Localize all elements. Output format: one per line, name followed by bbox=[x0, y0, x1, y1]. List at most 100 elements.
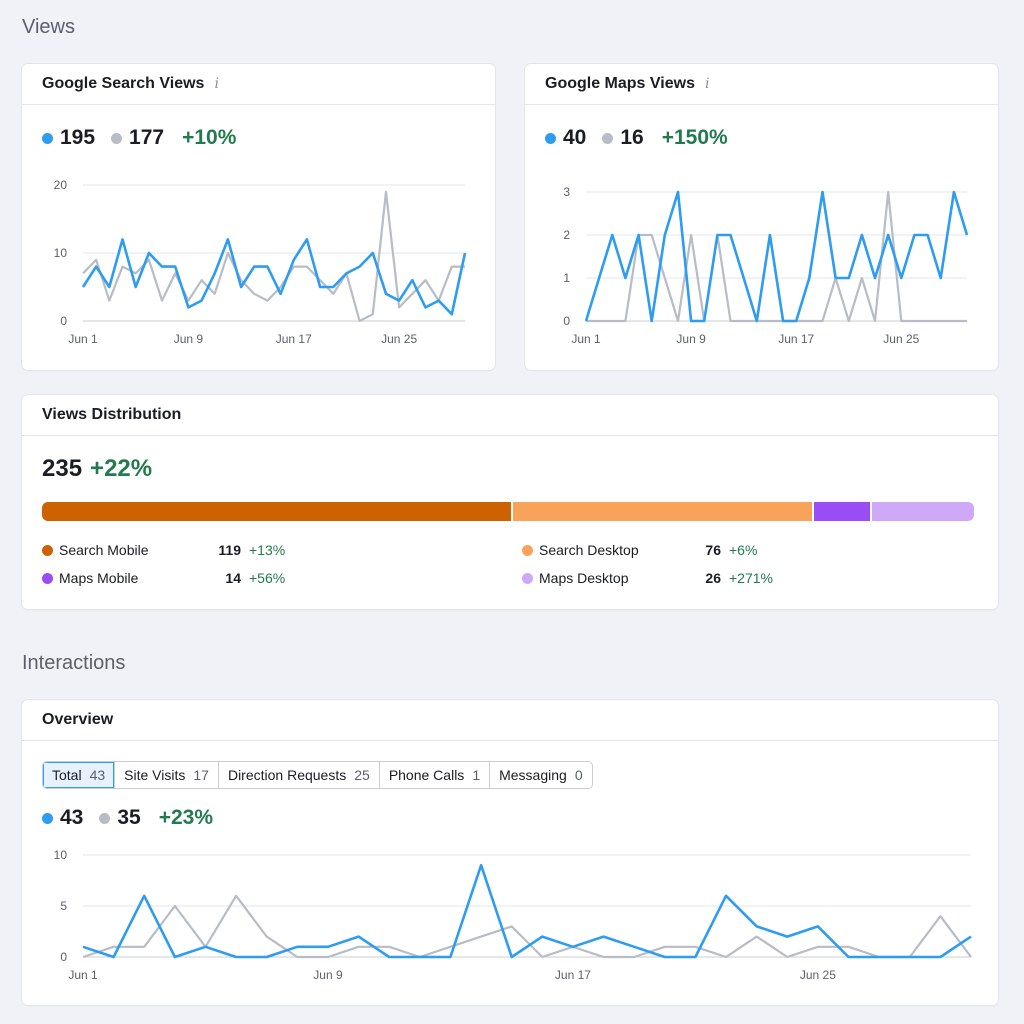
distribution-total: 235 +22% bbox=[42, 455, 152, 483]
y-tick-label: 0 bbox=[563, 314, 570, 328]
change-percent: +10% bbox=[182, 126, 237, 149]
y-tick-label: 1 bbox=[563, 271, 570, 285]
legend-name: Maps Desktop bbox=[539, 570, 629, 586]
tab-direction-requests[interactable]: Direction Requests 25 bbox=[218, 762, 380, 788]
maps-summary: 40 16 +150% bbox=[545, 126, 728, 150]
current-value: 195 bbox=[60, 126, 96, 149]
info-icon[interactable]: i bbox=[214, 76, 219, 92]
distribution-segment-maps-desktop[interactable] bbox=[871, 502, 974, 521]
x-tick-label: Jun 17 bbox=[778, 332, 814, 346]
legend-name: Search Desktop bbox=[539, 542, 639, 558]
previous-period-line[interactable] bbox=[586, 190, 967, 323]
legend-dot bbox=[522, 572, 533, 584]
interactions-section-title: Interactions bbox=[22, 652, 126, 674]
legend-name: Maps Mobile bbox=[59, 570, 139, 586]
legend-delta: +13% bbox=[249, 542, 286, 558]
tab-label: Messaging bbox=[499, 767, 567, 783]
tab-messaging[interactable]: Messaging 0 bbox=[490, 762, 592, 788]
tab-label: Phone Calls bbox=[388, 767, 465, 783]
tab-count: 0 bbox=[574, 767, 583, 783]
current-period-dot bbox=[42, 812, 53, 824]
current-period-line[interactable] bbox=[82, 863, 972, 959]
current-period-dot bbox=[42, 132, 53, 144]
card-title: Overview bbox=[42, 711, 114, 728]
legend-maps-mobile[interactable]: Maps Mobile 14 +56% bbox=[42, 570, 285, 586]
tab-total[interactable]: Total 43 bbox=[43, 762, 116, 788]
legend-delta: +56% bbox=[249, 570, 286, 586]
legend-dot bbox=[522, 544, 533, 556]
x-tick-label: Jun 25 bbox=[381, 332, 417, 346]
overview-summary: 43 35 +23% bbox=[42, 806, 213, 830]
x-tick-label: Jun 1 bbox=[68, 332, 98, 346]
y-tick-label: 0 bbox=[60, 314, 67, 328]
card-title: Views Distribution bbox=[42, 406, 182, 423]
views-section-title: Views bbox=[22, 16, 75, 38]
x-tick-label: Jun 9 bbox=[174, 332, 204, 346]
y-tick-label: 3 bbox=[563, 185, 570, 199]
total-value: 235 bbox=[42, 455, 83, 482]
current-value: 43 bbox=[60, 806, 84, 829]
current-period-line[interactable] bbox=[81, 238, 467, 316]
change-percent: +23% bbox=[158, 806, 214, 829]
current-value: 40 bbox=[563, 126, 587, 149]
previous-period-dot bbox=[111, 132, 123, 144]
legend-maps-desktop[interactable]: Maps Desktop 26 +271% bbox=[522, 570, 773, 586]
google-maps-views-card: Google Maps Views i 40 16 +150% 0 1 2 3 Jun … bbox=[525, 64, 998, 370]
tab-count: 17 bbox=[193, 767, 209, 783]
y-tick-label: 10 bbox=[54, 848, 68, 862]
tab-count: 43 bbox=[89, 767, 106, 783]
search-summary: 195 177 +10% bbox=[42, 126, 236, 150]
x-tick-label: Jun 25 bbox=[883, 332, 919, 346]
y-tick-label: 10 bbox=[54, 246, 68, 260]
card-header: Overview bbox=[22, 700, 998, 741]
tab-label: Site Visits bbox=[124, 767, 186, 783]
legend-value: 119 bbox=[218, 542, 241, 558]
search-views-chart[interactable]: 0 10 20 Jun 1 Jun 9 Jun 17 Jun 25 bbox=[22, 64, 495, 370]
tab-site-visits[interactable]: Site Visits 17 bbox=[115, 762, 219, 788]
distribution-segment-search-desktop[interactable] bbox=[512, 502, 813, 521]
x-tick-label: Jun 9 bbox=[313, 968, 343, 982]
legend-search-desktop[interactable]: Search Desktop 76 +6% bbox=[522, 542, 757, 558]
tab-phone-calls[interactable]: Phone Calls 1 bbox=[379, 762, 491, 788]
distribution-segment-maps-mobile[interactable] bbox=[814, 502, 870, 521]
current-period-line[interactable] bbox=[584, 190, 969, 323]
card-header: Google Maps Views i bbox=[525, 64, 998, 105]
tab-count: 25 bbox=[354, 767, 370, 783]
distribution-segment-search-mobile[interactable] bbox=[42, 502, 511, 521]
change-percent: +22% bbox=[90, 455, 153, 482]
views-distribution-card: Views Distribution 235 +22% Search Mobil… bbox=[22, 395, 998, 609]
previous-period-line[interactable] bbox=[82, 894, 972, 959]
tab-label: Direction Requests bbox=[227, 767, 347, 783]
google-search-views-card: Google Search Views i 195 177 +10% 0 10 20… bbox=[22, 64, 495, 370]
current-period-dot bbox=[545, 132, 556, 144]
y-tick-label: 2 bbox=[563, 228, 570, 242]
previous-period-dot bbox=[99, 812, 111, 824]
x-tick-label: Jun 9 bbox=[676, 332, 706, 346]
legend-delta: +271% bbox=[729, 570, 773, 586]
previous-value: 35 bbox=[117, 806, 141, 829]
previous-period-line[interactable] bbox=[82, 190, 465, 323]
previous-period-dot bbox=[602, 132, 614, 144]
legend-value: 14 bbox=[225, 570, 241, 586]
y-tick-label: 0 bbox=[60, 950, 67, 964]
overview-card: Overview Total 43 Site Visits 17 Directi… bbox=[22, 700, 998, 1005]
x-tick-label: Jun 17 bbox=[555, 968, 591, 982]
x-tick-label: Jun 17 bbox=[276, 332, 312, 346]
legend-value: 76 bbox=[705, 542, 721, 558]
tab-label: Total bbox=[52, 767, 82, 783]
previous-value: 177 bbox=[129, 126, 165, 149]
legend-value: 26 bbox=[705, 570, 721, 586]
distribution-bar[interactable] bbox=[42, 502, 974, 521]
legend-dot bbox=[42, 544, 53, 556]
card-title: Google Search Views bbox=[42, 75, 205, 92]
card-header: Views Distribution bbox=[22, 395, 998, 436]
legend-search-mobile[interactable]: Search Mobile 119 +13% bbox=[42, 542, 285, 558]
maps-views-chart[interactable]: 0 1 2 3 Jun 1 Jun 9 Jun 17 Jun 25 bbox=[525, 64, 998, 370]
previous-value: 16 bbox=[620, 126, 644, 149]
y-tick-label: 5 bbox=[60, 899, 67, 913]
x-tick-label: Jun 25 bbox=[800, 968, 836, 982]
metric-tabs: Total 43 Site Visits 17 Direction Reques… bbox=[42, 761, 593, 789]
info-icon[interactable]: i bbox=[704, 76, 710, 92]
card-title: Google Maps Views bbox=[545, 75, 695, 92]
